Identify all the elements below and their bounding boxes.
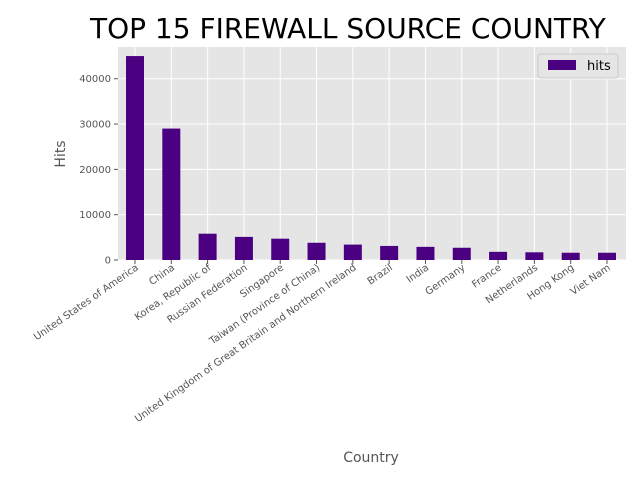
x-tick-label: Brazil [366,262,395,287]
x-tick-label: India [405,262,431,285]
y-axis-ticks: 0 10000 20000 30000 40000 [79,74,118,267]
bar [598,252,616,260]
bar [380,245,399,260]
bar [307,242,326,260]
bar [452,247,471,260]
y-tick-label: 40000 [79,74,111,85]
legend: hits [537,53,619,79]
chart-title: TOP 15 FIREWALL SOURCE COUNTRY [89,12,607,45]
x-axis-label: Country [343,450,399,466]
y-axis-label: Hits [53,140,69,167]
bar [416,246,435,260]
bar [234,236,253,260]
y-tick-label: 20000 [79,165,111,176]
plot-background [118,47,626,260]
bar [525,252,544,260]
x-tick-label: United States of America [32,262,141,343]
bar [198,233,217,260]
bar [271,238,290,260]
bar [561,252,580,260]
legend-swatch [548,60,576,70]
legend-label: hits [587,59,611,74]
bar [126,56,144,261]
y-tick-label: 0 [105,256,111,267]
bar [343,244,362,260]
x-tick-label: China [147,262,177,287]
bars [126,56,616,261]
grid-lines [118,47,626,261]
x-tick-label: Viet Nam [569,262,613,297]
bar [162,128,181,260]
bar [489,251,508,260]
y-tick-label: 10000 [79,210,111,221]
y-tick-label: 30000 [79,120,111,131]
x-tick-label: Germany [424,262,468,297]
